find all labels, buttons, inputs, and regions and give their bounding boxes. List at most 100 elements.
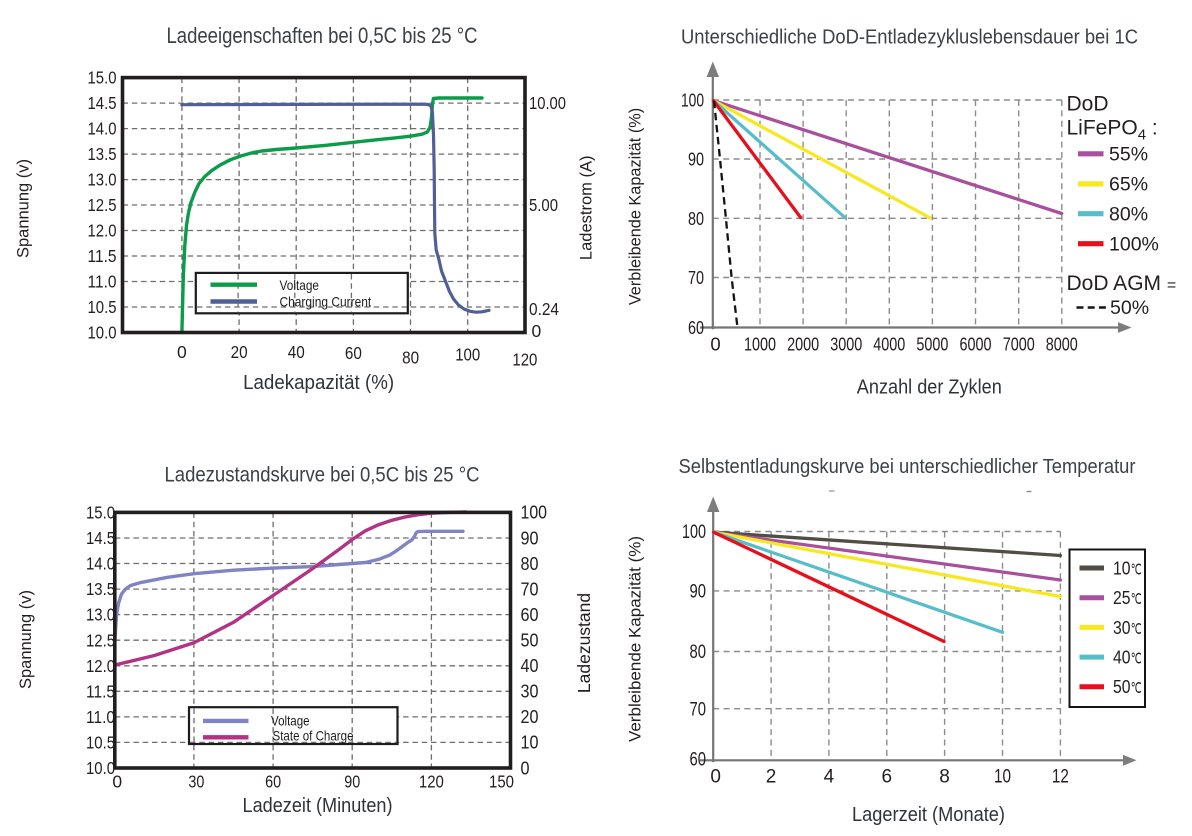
svg-text:0: 0: [710, 334, 720, 355]
svg-text:11.0: 11.0: [86, 707, 115, 727]
svg-text:30: 30: [1113, 617, 1131, 638]
svg-text:20: 20: [231, 342, 248, 362]
svg-text:50: 50: [1113, 676, 1131, 697]
svg-text:10.0: 10.0: [88, 323, 117, 343]
svg-text:60: 60: [688, 317, 704, 338]
svg-text:11.5: 11.5: [86, 681, 115, 701]
svg-text:30: 30: [521, 682, 539, 702]
svg-text:100%: 100%: [1109, 233, 1159, 255]
svg-text:Charging Current: Charging Current: [280, 293, 372, 309]
svg-text:12.5: 12.5: [86, 630, 115, 650]
svg-text:13.0: 13.0: [88, 170, 117, 190]
svg-text:4: 4: [824, 767, 835, 788]
svg-text:Ladeeigenschaften bei 0,5C bis: Ladeeigenschaften bei 0,5C bis 25 °C: [167, 23, 478, 48]
svg-text:℃: ℃: [1131, 651, 1142, 668]
svg-text:40: 40: [521, 656, 539, 676]
svg-text:10.00: 10.00: [529, 93, 566, 113]
svg-text:12.0: 12.0: [86, 656, 115, 676]
svg-text:℃: ℃: [1131, 621, 1142, 638]
svg-text:Verbleibende Kapazität (%): Verbleibende Kapazität (%): [627, 108, 645, 305]
svg-text:12: 12: [1052, 767, 1069, 788]
svg-text:3000: 3000: [830, 334, 862, 355]
svg-text:13.0: 13.0: [86, 605, 115, 625]
svg-text:90: 90: [521, 528, 539, 548]
svg-text:Voltage: Voltage: [280, 277, 320, 293]
svg-text:12.0: 12.0: [88, 221, 117, 241]
svg-text:Ladezustand: Ladezustand: [574, 593, 594, 693]
svg-text:4000: 4000: [873, 334, 905, 355]
svg-text:70: 70: [690, 699, 707, 720]
svg-text:120: 120: [419, 772, 444, 792]
svg-text:10.0: 10.0: [86, 758, 115, 778]
svg-text:60: 60: [345, 343, 362, 363]
svg-text:100: 100: [521, 503, 548, 523]
svg-text:2000: 2000: [787, 334, 819, 355]
svg-text:100: 100: [682, 522, 706, 543]
svg-text:15.0: 15.0: [86, 503, 115, 523]
svg-text:30: 30: [188, 772, 204, 792]
svg-text:90: 90: [688, 149, 704, 170]
svg-text:DoD: DoD: [1067, 93, 1109, 116]
svg-text:13.5: 13.5: [86, 579, 115, 599]
svg-text:1000: 1000: [744, 334, 776, 355]
svg-text:℃: ℃: [1131, 591, 1142, 608]
svg-text:50: 50: [521, 631, 539, 651]
svg-text:14.0: 14.0: [88, 119, 117, 139]
svg-text:6: 6: [882, 767, 893, 788]
svg-text:6000: 6000: [960, 334, 992, 355]
svg-text:20: 20: [521, 707, 539, 727]
svg-text:10: 10: [1113, 557, 1131, 578]
svg-text:℃: ℃: [1131, 680, 1142, 697]
svg-text:80: 80: [690, 642, 707, 663]
svg-text:13.5: 13.5: [88, 144, 117, 164]
svg-text:55%: 55%: [1109, 143, 1148, 165]
svg-text:12.5: 12.5: [88, 195, 117, 215]
svg-text:State of Charge: State of Charge: [273, 728, 354, 744]
svg-text:Spannung (v): Spannung (v): [15, 159, 33, 258]
svg-text:14.0: 14.0: [86, 554, 115, 574]
svg-text:DoD AGM =: DoD AGM =: [1067, 272, 1177, 295]
svg-text:0: 0: [112, 772, 122, 792]
svg-text:100: 100: [455, 345, 480, 365]
svg-text:Ladezustandskurve bei 0,5C bis: Ladezustandskurve bei 0,5C bis 25 °C: [165, 463, 480, 487]
svg-text:10.5: 10.5: [86, 733, 115, 753]
svg-text:150: 150: [489, 772, 514, 792]
svg-text:8000: 8000: [1046, 334, 1078, 355]
svg-text:70: 70: [521, 579, 539, 599]
svg-text:90: 90: [690, 582, 707, 603]
svg-text:0: 0: [532, 321, 542, 341]
svg-text:5.00: 5.00: [529, 195, 558, 215]
svg-text:80: 80: [402, 347, 419, 367]
svg-text:11.5: 11.5: [88, 246, 117, 266]
svg-text:80: 80: [521, 554, 539, 574]
svg-text:14.5: 14.5: [88, 93, 117, 113]
svg-text:50%: 50%: [1110, 297, 1149, 319]
svg-text:70: 70: [688, 267, 704, 288]
svg-text:10: 10: [994, 767, 1011, 788]
svg-text:10.5: 10.5: [88, 297, 117, 317]
svg-text:15.0: 15.0: [88, 68, 117, 88]
svg-text:120: 120: [512, 349, 537, 369]
svg-text:40: 40: [288, 342, 305, 362]
svg-text:7000: 7000: [1003, 334, 1035, 355]
svg-text:8: 8: [939, 767, 950, 788]
svg-text:Lagerzeit (Monate): Lagerzeit (Monate): [852, 803, 1005, 826]
svg-text:0: 0: [177, 342, 187, 362]
svg-text:Ladekapazität (%): Ladekapazität (%): [243, 371, 394, 394]
svg-text:11.0: 11.0: [88, 272, 117, 292]
svg-text:10: 10: [521, 733, 539, 753]
svg-text:Selbstentladungskurve bei unte: Selbstentladungskurve bei unterschiedlic…: [679, 455, 1136, 478]
svg-text:60: 60: [690, 749, 707, 770]
svg-text:2: 2: [766, 767, 777, 788]
svg-text:5000: 5000: [916, 334, 948, 355]
svg-text:0: 0: [521, 758, 530, 778]
svg-text:Verbleibende Kapazität (%): Verbleibende Kapazität (%): [626, 536, 645, 742]
svg-text:80: 80: [688, 208, 704, 229]
svg-text:℃: ℃: [1131, 561, 1142, 578]
svg-text:0.24: 0.24: [529, 299, 559, 319]
svg-text:60: 60: [521, 605, 539, 625]
svg-text:40: 40: [1113, 647, 1131, 668]
svg-text:100: 100: [681, 90, 704, 111]
svg-text:14.5: 14.5: [86, 528, 115, 548]
svg-text:0: 0: [710, 767, 721, 788]
